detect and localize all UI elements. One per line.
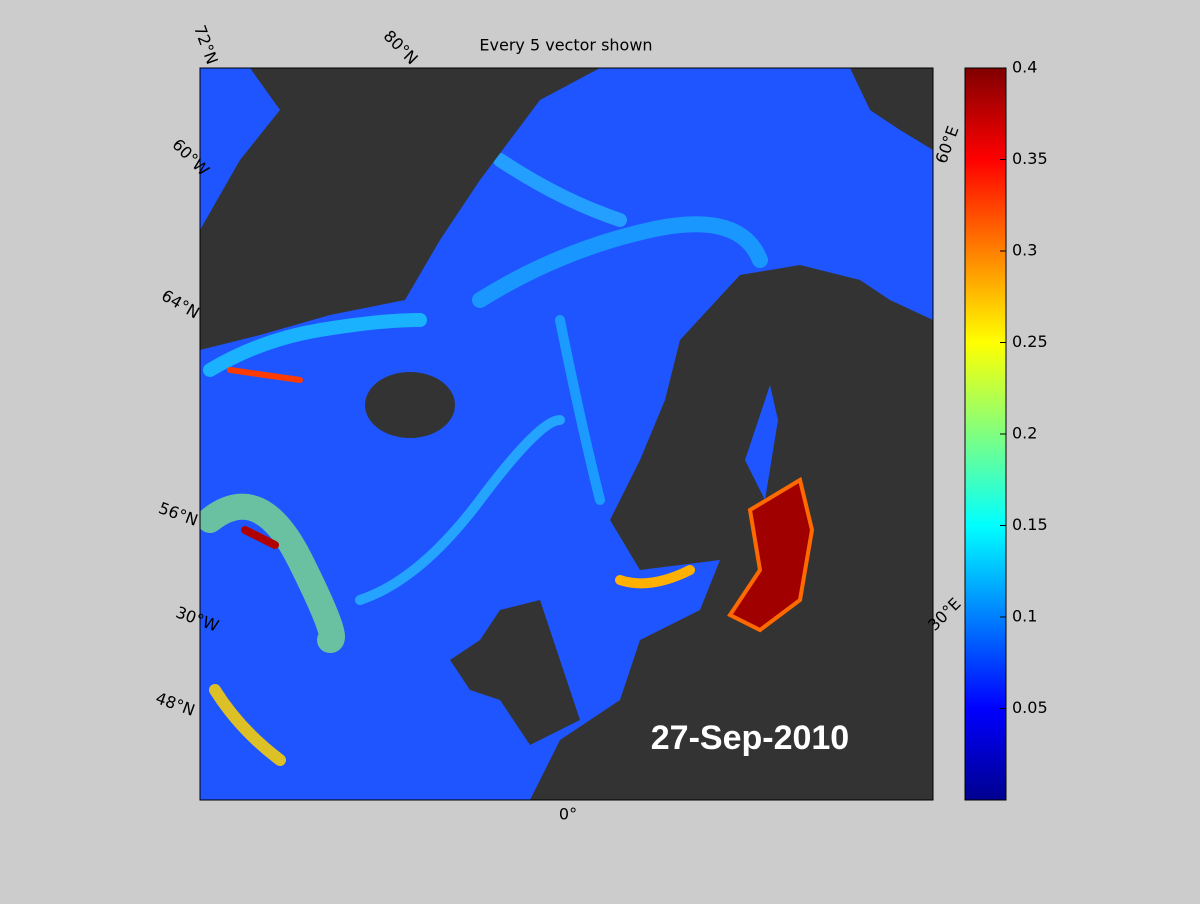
colorbar-tick-label: 0.25	[1012, 332, 1048, 351]
colorbar-tick-label: 0.3	[1012, 241, 1037, 260]
current-streaks	[200, 153, 768, 766]
graticule-label: 80°N	[380, 26, 422, 68]
colorbar-tick-label: 0.2	[1012, 424, 1037, 443]
colorbar-tick-label: 0.1	[1012, 607, 1037, 626]
graticule-label: 0°	[559, 805, 577, 824]
map-area	[200, 68, 933, 800]
russia	[850, 68, 933, 150]
europe	[530, 265, 933, 800]
date-label: 27-Sep-2010	[651, 719, 849, 757]
graticule-label: 56°N	[156, 498, 200, 530]
baltic	[727, 476, 815, 633]
colorbar-tick-label: 0.35	[1012, 149, 1048, 168]
iceland	[365, 372, 455, 438]
graticule-label: 60°E	[932, 123, 963, 166]
colorbar	[964, 67, 1007, 801]
graticule-label: 64°N	[158, 286, 202, 323]
colorbar-tick-label: 0.15	[1012, 515, 1048, 534]
graticule-label: 48°N	[153, 688, 197, 720]
map-title: Every 5 vector shown	[479, 36, 652, 55]
colorbar-tick-label: 0.4	[1012, 58, 1037, 77]
colorbar-tick-label: 0.05	[1012, 698, 1048, 717]
britain	[450, 600, 580, 745]
graticule-label: 72°N	[190, 22, 222, 66]
colorbar-ticks: 0.05 0.1 0.15 0.2 0.25 0.3 0.35 0.4	[1000, 58, 1048, 717]
bothnia	[745, 385, 778, 500]
greenland	[200, 68, 600, 350]
axes-frame	[199, 67, 934, 801]
